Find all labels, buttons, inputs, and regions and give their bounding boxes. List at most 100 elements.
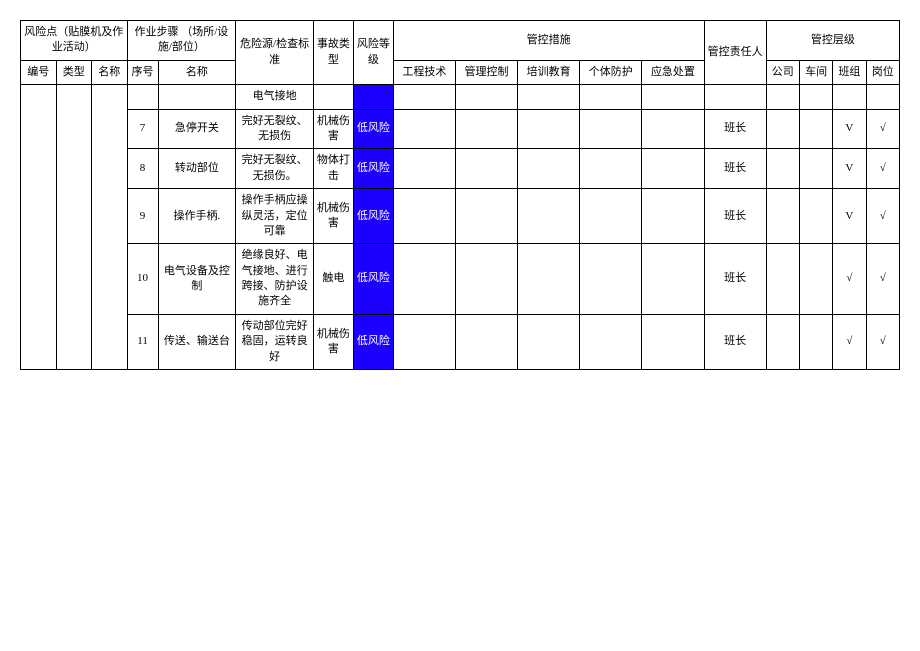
cell-risk-level: 低风险 [353,244,393,315]
cell-workshop [799,149,832,189]
cell-hazard: 完好无裂纹、无损伤 [236,109,314,149]
header-risk-point: 风险点（贴膜机及作业活动） [21,21,128,61]
header-control-person: 管控责任人 [704,21,766,85]
table-header: 风险点（贴膜机及作业活动） 作业步骤 （场所/设施/部位） 危险源/检查标准 事… [21,21,900,85]
cell-step-name: 急停开关 [158,109,236,149]
header-id: 编号 [21,60,57,84]
cell-emergency [642,149,704,189]
cell-accident-type: 触电 [313,244,353,315]
cell-emergency [642,314,704,369]
cell-risk-level: 低风险 [353,314,393,369]
cell-post: √ [866,149,900,189]
cell-ppe [580,189,642,244]
cell-seq: 7 [127,109,158,149]
cell-risk-level: 低风险 [353,189,393,244]
cell-training [518,109,580,149]
cell-ppe [580,149,642,189]
cell-post [866,85,900,109]
cell-mgmt-control [455,314,517,369]
header-workshop: 车间 [799,60,832,84]
cell-risk-level: 低风险 [353,149,393,189]
cell-team: √ [833,244,866,315]
cell-mgmt-control [455,189,517,244]
cell-control-person: 班长 [704,244,766,315]
cell-control-person: 班长 [704,109,766,149]
table-row: 电气接地 [21,85,900,109]
header-team: 班组 [833,60,866,84]
cell-team: √ [833,314,866,369]
cell-eng-tech [393,244,455,315]
cell-company [766,85,799,109]
cell-step-name: 传送、输送台 [158,314,236,369]
cell-training [518,314,580,369]
cell-company [766,244,799,315]
cell-company [766,189,799,244]
table-row: 7急停开关完好无裂纹、无损伤机械伤害低风险班长V√ [21,109,900,149]
cell-workshop [799,85,832,109]
cell-team: V [833,109,866,149]
header-emergency: 应急处置 [642,60,704,84]
cell-team: V [833,189,866,244]
header-hazard: 危险源/检查标准 [236,21,314,85]
cell-hazard: 操作手柄应操纵灵活，定位可靠 [236,189,314,244]
header-eng-tech: 工程技术 [393,60,455,84]
header-company: 公司 [766,60,799,84]
cell-post: √ [866,244,900,315]
cell-control-person [704,85,766,109]
header-name: 名称 [92,60,128,84]
cell-workshop [799,314,832,369]
cell-mgmt-control [455,244,517,315]
cell-mgmt-control [455,109,517,149]
cell-ppe [580,314,642,369]
header-ppe: 个体防护 [580,60,642,84]
cell-seq: 9 [127,189,158,244]
header-control-measures: 管控措施 [393,21,704,61]
cell-accident-type: 机械伤害 [313,314,353,369]
cell-id [21,85,57,370]
cell-hazard: 传动部位完好稳固，运转良好 [236,314,314,369]
header-control-layer: 管控层级 [766,21,899,61]
cell-step-name: 转动部位 [158,149,236,189]
header-type: 类型 [56,60,92,84]
cell-hazard: 绝缘良好、电气接地、进行跨接、防护设施齐全 [236,244,314,315]
cell-company [766,314,799,369]
cell-emergency [642,85,704,109]
table-row: 8转动部位完好无裂纹、无损伤。物体打击低风险班长V√ [21,149,900,189]
cell-type [56,85,92,370]
header-mgmt-control: 管理控制 [455,60,517,84]
cell-hazard: 电气接地 [236,85,314,109]
cell-eng-tech [393,149,455,189]
cell-post: √ [866,314,900,369]
cell-name [92,85,128,370]
cell-accident-type [313,85,353,109]
cell-ppe [580,244,642,315]
cell-seq: 11 [127,314,158,369]
cell-seq: 10 [127,244,158,315]
cell-hazard: 完好无裂纹、无损伤。 [236,149,314,189]
cell-training [518,149,580,189]
cell-step-name [158,85,236,109]
cell-training [518,244,580,315]
cell-emergency [642,244,704,315]
cell-seq: 8 [127,149,158,189]
cell-ppe [580,85,642,109]
header-risk-level: 风险等级 [353,21,393,85]
cell-post: √ [866,109,900,149]
header-accident-type: 事故类型 [313,21,353,85]
cell-team: V [833,149,866,189]
cell-company [766,149,799,189]
risk-assessment-table: 风险点（贴膜机及作业活动） 作业步骤 （场所/设施/部位） 危险源/检查标准 事… [20,20,900,370]
cell-accident-type: 机械伤害 [313,189,353,244]
cell-eng-tech [393,189,455,244]
cell-eng-tech [393,109,455,149]
cell-mgmt-control [455,85,517,109]
cell-workshop [799,109,832,149]
cell-control-person: 班长 [704,149,766,189]
cell-accident-type: 机械伤害 [313,109,353,149]
table-row: 9操作手柄.操作手柄应操纵灵活，定位可靠机械伤害低风险班长V√ [21,189,900,244]
cell-team [833,85,866,109]
cell-training [518,189,580,244]
cell-ppe [580,109,642,149]
table-row: 11传送、输送台传动部位完好稳固，运转良好机械伤害低风险班长√√ [21,314,900,369]
cell-seq [127,85,158,109]
